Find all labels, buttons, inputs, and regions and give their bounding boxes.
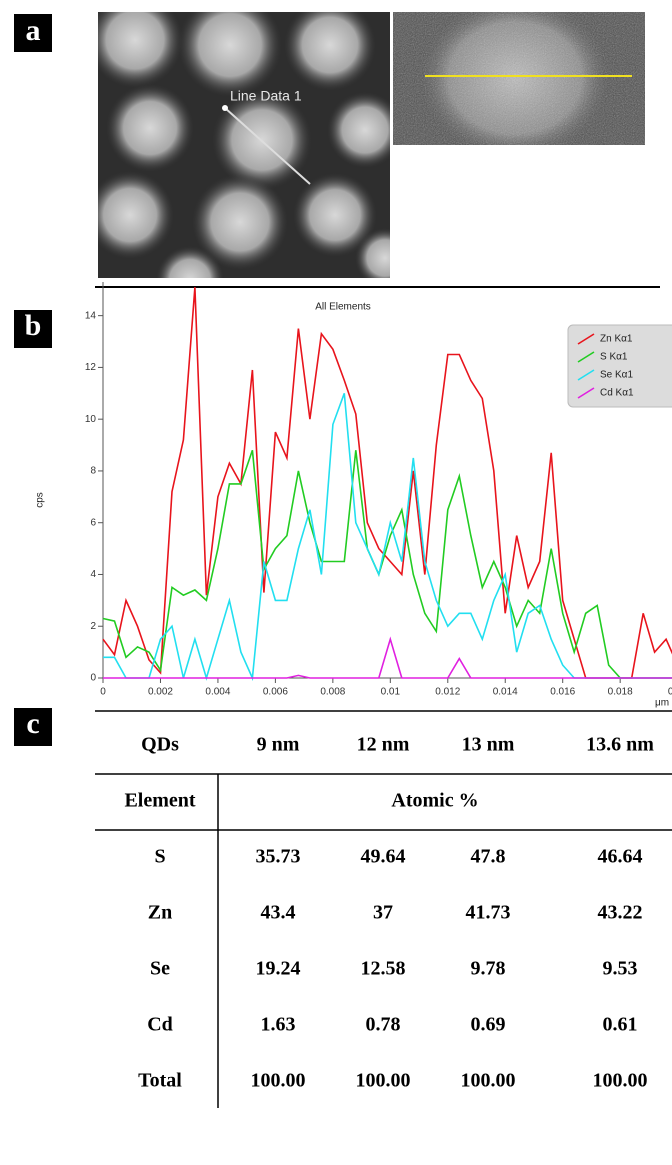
x-tick-label: 0.002 [148, 687, 173, 698]
table-cell: Total [138, 1070, 182, 1092]
x-tick-label: 0 [100, 687, 106, 698]
table-cell: 35.73 [256, 846, 301, 868]
table-cell: 19.24 [256, 958, 301, 980]
table-cell: Zn [148, 902, 172, 924]
table-header: 13 nm [462, 734, 515, 756]
y-tick-label: 6 [90, 517, 96, 528]
table-header: 13.6 nm [586, 734, 654, 756]
series-line [103, 393, 672, 682]
table-cell: 1.63 [261, 1014, 296, 1036]
table-subheader: Element [124, 790, 195, 812]
table-cell: 47.8 [471, 846, 506, 868]
y-tick-label: 0 [90, 673, 96, 684]
y-tick-label: 4 [90, 569, 96, 580]
table-cell: 0.69 [471, 1014, 506, 1036]
chart-title: All Elements [315, 302, 371, 313]
x-tick-label: 0.012 [435, 687, 460, 698]
map-image [393, 12, 645, 145]
y-tick-label: 14 [85, 310, 97, 321]
table-header: QDs [141, 734, 179, 756]
series-line [103, 636, 672, 679]
legend-box [567, 324, 672, 408]
legend-label: S Kα1 [600, 352, 628, 363]
table-cell: 41.73 [466, 902, 511, 924]
table-cell: 9.78 [471, 958, 506, 980]
x-tick-label: 0.02 [668, 687, 672, 698]
legend-swatch [577, 387, 595, 399]
legend-swatch [577, 369, 595, 381]
table-cell: 46.64 [598, 846, 643, 868]
panel-label-box [14, 14, 52, 52]
line-data-label: Line Data 1 [230, 88, 302, 104]
x-tick-label: 0.004 [205, 687, 230, 698]
x-tick-label: 0.006 [263, 687, 288, 698]
panel-label-box [14, 708, 52, 746]
legend-label: Cd Kα1 [600, 388, 634, 399]
y-tick-label: 8 [90, 466, 96, 477]
y-tick-label: 2 [90, 621, 96, 632]
sem-image [98, 12, 390, 278]
y-axis-label: cps [35, 492, 46, 508]
y-tick-label: 10 [85, 414, 97, 425]
x-tick-label: 0.008 [320, 687, 345, 698]
panel-label: a [26, 14, 41, 47]
table-cell: 0.78 [366, 1014, 401, 1036]
x-tick-label: 0.01 [381, 687, 401, 698]
table-cell: 12.58 [361, 958, 406, 980]
table-cell: 43.22 [598, 902, 643, 924]
series-line [102, 449, 672, 679]
table-cell: Se [150, 958, 170, 980]
table-cell: 100.00 [251, 1070, 306, 1092]
table-cell: 100.00 [593, 1070, 648, 1092]
legend-swatch [577, 333, 595, 345]
table-rules [95, 710, 672, 1108]
legend-label: Se Kα1 [600, 370, 633, 381]
panel-label: b [25, 309, 42, 342]
table-cell: 100.00 [461, 1070, 516, 1092]
table-cell: 37 [373, 902, 393, 924]
x-tick-label: 0.016 [550, 687, 575, 698]
panel-label-box [14, 310, 52, 348]
table-header: 9 nm [257, 734, 300, 756]
table-subheader: Atomic % [391, 790, 478, 812]
y-tick-label: 12 [85, 362, 97, 373]
x-tick-label: 0.014 [493, 687, 518, 698]
x-tick-label: 0.018 [608, 687, 633, 698]
legend-swatch [577, 351, 595, 363]
table-cell: 43.4 [261, 902, 296, 924]
panel-label: c [26, 707, 39, 740]
x-axis-label: μm [655, 698, 669, 709]
table-cell: 0.61 [603, 1014, 638, 1036]
legend-label: Zn Kα1 [600, 334, 633, 345]
table-cell: 49.64 [361, 846, 406, 868]
table-header: 12 nm [357, 734, 410, 756]
table-cell: 9.53 [603, 958, 638, 980]
table-cell: 100.00 [356, 1070, 411, 1092]
table-cell: Cd [147, 1014, 173, 1036]
table-cell: S [154, 846, 165, 868]
